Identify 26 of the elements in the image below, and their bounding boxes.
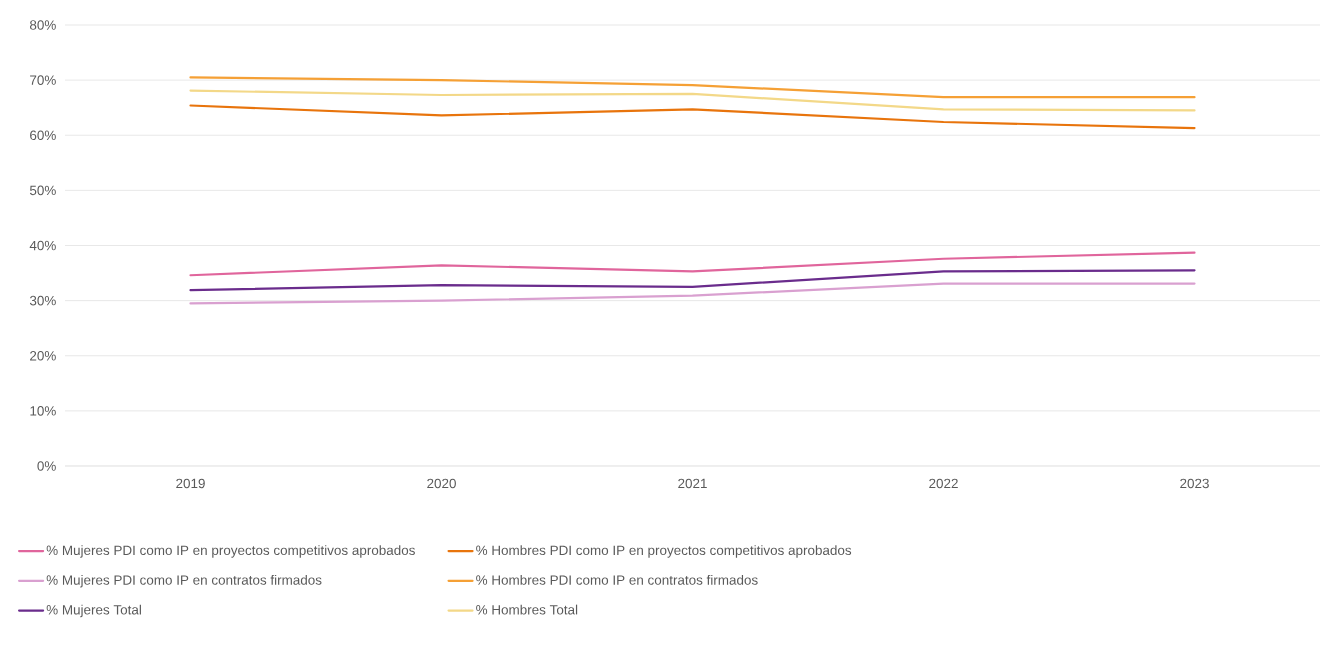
y-tick-label: 20%	[30, 350, 56, 361]
line-series	[189, 104, 1196, 130]
line-series	[189, 76, 1196, 99]
y-tick-label: 30%	[29, 295, 56, 306]
y-tick-label: 80%	[29, 20, 56, 30]
y-tick-label: 70%	[30, 75, 56, 85]
legend-label: % Hombres PDI como IP en proyectos competitivos aprobados	[476, 545, 852, 558]
x-tick-label: 2023	[1180, 478, 1209, 489]
legend-label: % Mujeres PDI como IP en proyectos competitivos aprobados	[46, 545, 415, 558]
x-tick-label: 2020	[427, 478, 456, 489]
line-series	[189, 251, 1196, 277]
line-series	[189, 282, 1196, 305]
y-tick-label: 0%	[37, 461, 56, 471]
x-tick-label: 2022	[929, 478, 958, 489]
y-tick-label: 50%	[29, 185, 56, 196]
line-series	[189, 89, 1196, 112]
line-series	[189, 269, 1196, 292]
x-tick-label: 2021	[678, 478, 707, 489]
legend-label: % Hombres PDI como IP en contratos firmados	[476, 574, 758, 585]
x-tick-label: 2019	[176, 478, 205, 489]
legend-label: % Mujeres PDI como IP en contratos firmados	[46, 574, 322, 588]
y-tick-label: 40%	[29, 240, 56, 251]
legend-label: % Mujeres Total	[46, 604, 141, 618]
y-tick-label: 10%	[30, 406, 56, 416]
y-tick-label: 60%	[30, 130, 56, 140]
legend-label: % Hombres Total	[476, 604, 578, 615]
